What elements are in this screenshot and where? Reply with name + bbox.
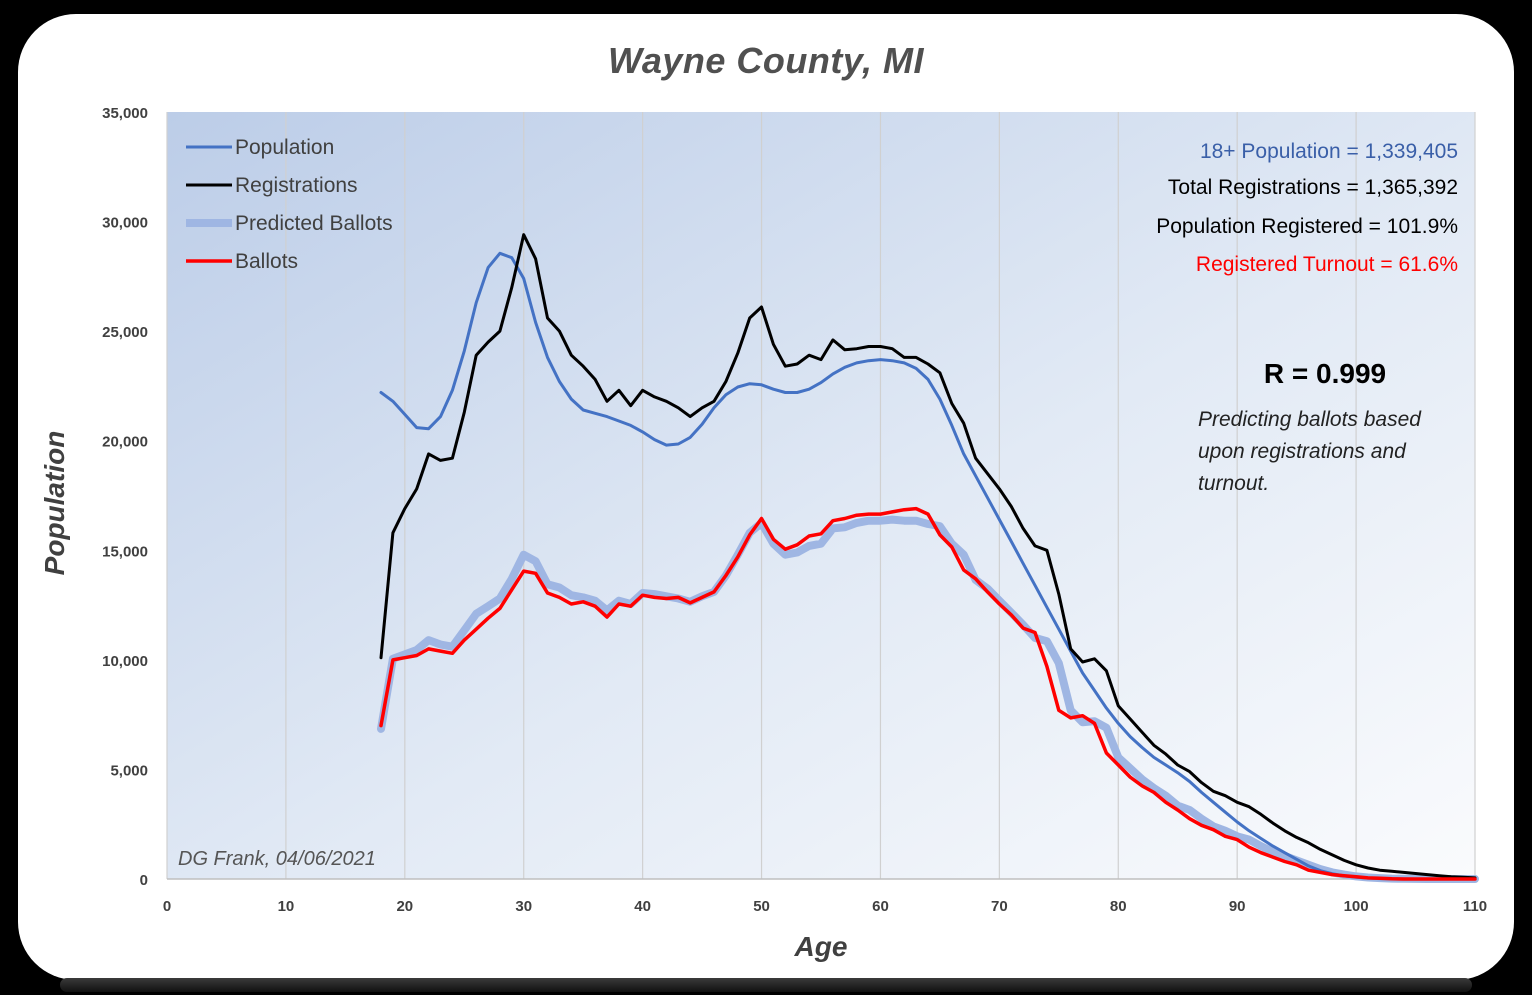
series-line-predicted-ballots [377,515,1479,883]
legend-label: Ballots [235,250,298,273]
x-tick-label: 0 [163,898,171,915]
x-tick-labels: 0 10 20 30 40 50 60 70 80 90 100 110 [163,898,1487,915]
population-18plus-stat: 18+ Population = 1,339,405 [1200,140,1458,163]
series-line-registrations [379,233,1477,880]
r-value: R = 0.999 [1264,358,1386,389]
x-tick-label: 90 [1229,898,1246,915]
chart-title: Wayne County, MI [607,40,925,81]
y-tick-label: 30,000 [102,215,148,232]
y-tick-label: 5,000 [110,762,148,779]
legend-label: Registrations [235,174,358,197]
card-shadow [60,978,1472,992]
y-axis-title: Population [39,431,70,576]
total-registrations-stat: Total Registrations = 1,365,392 [1168,176,1458,199]
x-tick-label: 30 [515,898,532,915]
x-tick-label: 60 [872,898,889,915]
series-line-ballots [379,506,1477,881]
legend: Population Registrations Predicted Ballots… [186,136,393,273]
y-tick-label: 20,000 [102,434,148,451]
x-tick-label: 40 [634,898,651,915]
y-tick-label: 10,000 [102,653,148,670]
note-line-1: Predicting ballots based [1198,408,1422,431]
x-tick-label: 110 [1463,898,1487,915]
y-tick-label: 15,000 [102,543,148,560]
legend-label: Predicted Ballots [235,212,393,235]
x-tick-label: 10 [278,898,295,915]
population-registered-stat: Population Registered = 101.9% [1156,215,1458,238]
x-tick-label: 50 [753,898,770,915]
author-credit: DG Frank, 04/06/2021 [178,848,376,870]
legend-label: Population [235,136,334,159]
y-tick-label: 35,000 [102,105,148,122]
note-line-3: turnout. [1198,472,1269,495]
series-group [377,233,1479,883]
registered-turnout-stat: Registered Turnout = 61.6% [1196,253,1458,276]
note-line-2: upon registrations and [1198,440,1407,463]
series-line-population [379,251,1477,881]
y-tick-labels: 0 5,000 10,000 15,000 20,000 25,000 30,000 35,0… [102,105,148,889]
x-tick-label: 80 [1110,898,1127,915]
x-tick-label: 100 [1344,898,1369,915]
y-tick-label: 25,000 [102,324,148,341]
x-tick-label: 20 [396,898,413,915]
x-tick-label: 70 [991,898,1008,915]
x-axis-title: Age [794,931,848,962]
plot-area [167,112,1475,879]
y-tick-label: 0 [140,872,148,889]
